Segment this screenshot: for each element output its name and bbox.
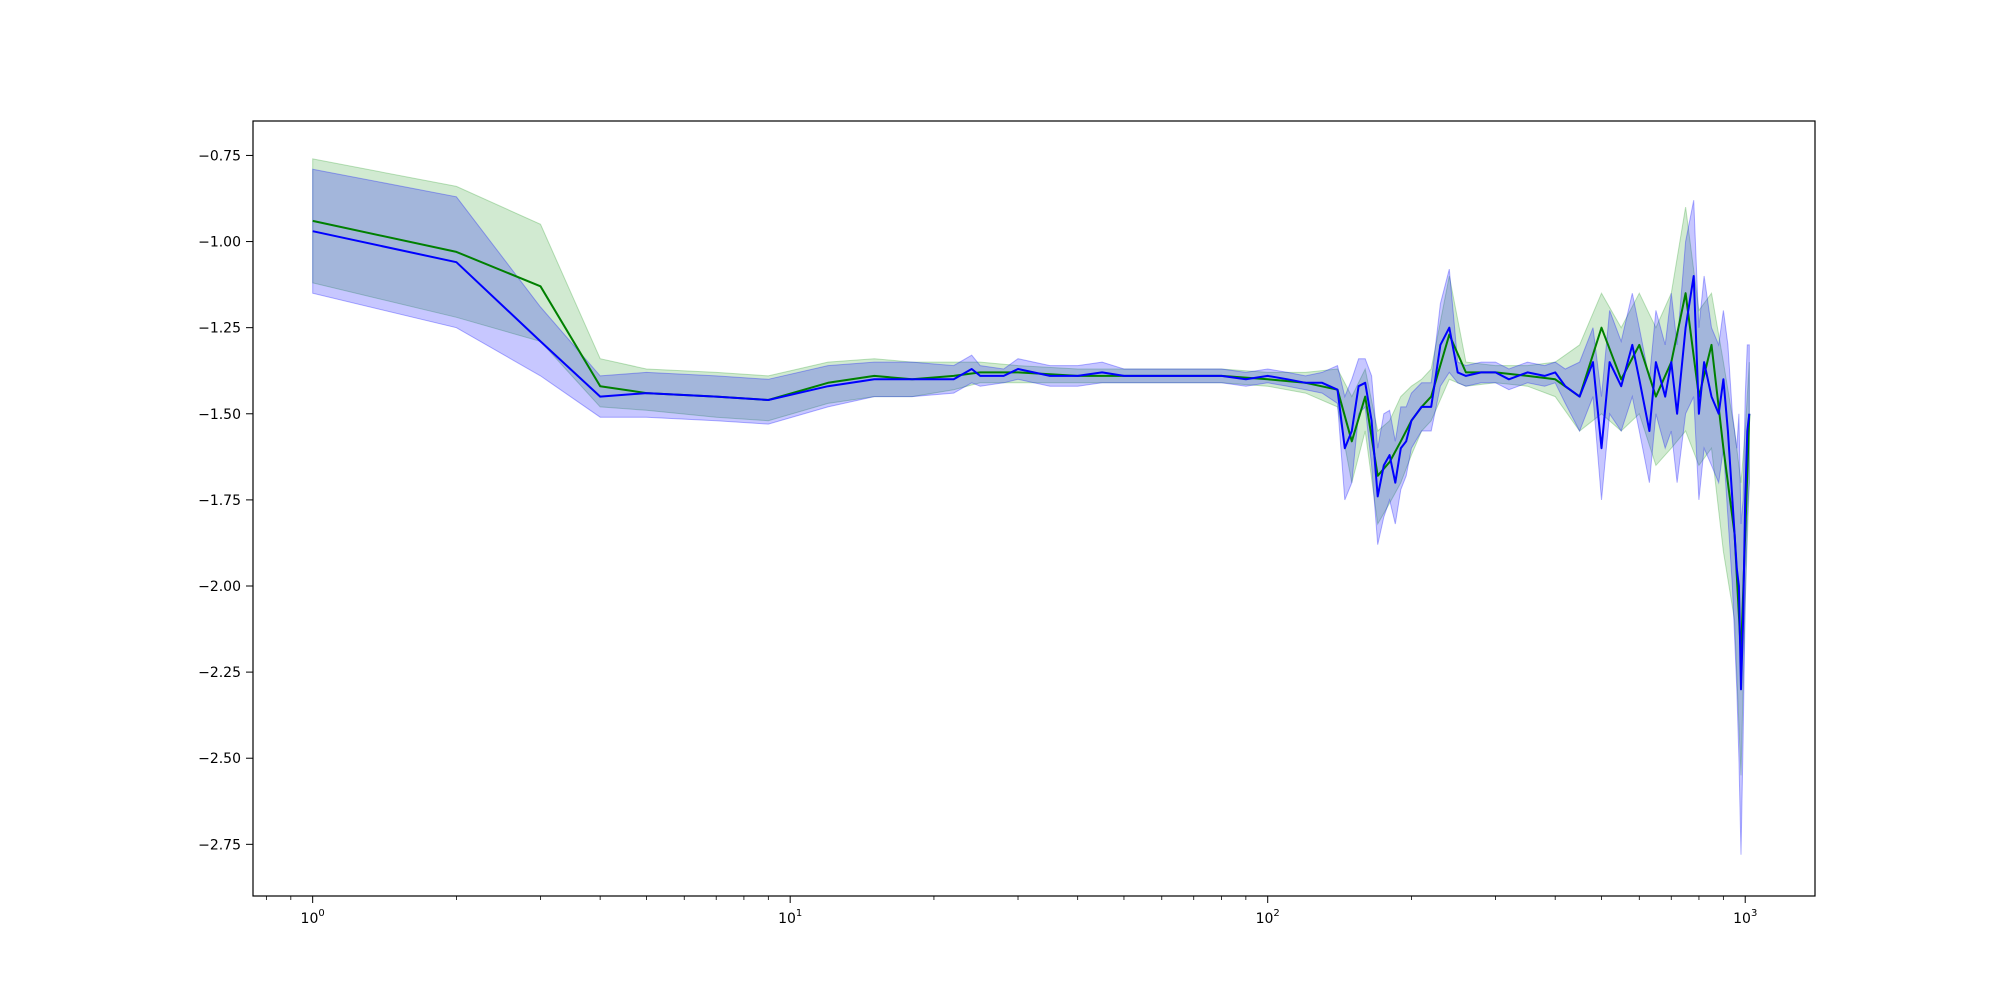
y-axis: −0.75 −1.00 −1.25 −1.50 −1.75 −2.00 −2.25 −2.50… [198, 148, 253, 853]
green-confidence-band [312, 158, 1750, 776]
plot-frame [252, 120, 1816, 897]
confidence-bands [312, 158, 1750, 855]
blue-series-line [312, 230, 1751, 691]
y-tick-label: −2.25 [198, 665, 241, 681]
y-tick-label: −1.75 [198, 493, 241, 509]
green-series-line [312, 219, 1751, 656]
y-tick-label: −1.25 [198, 321, 241, 337]
y-tick-label: −1.00 [198, 235, 241, 251]
y-tick-label: −1.50 [198, 407, 241, 423]
y-tick-label: −0.75 [198, 148, 241, 164]
y-tick-label: −2.75 [198, 837, 241, 853]
blue-confidence-band [312, 168, 1750, 855]
y-tick-label: −2.50 [198, 751, 241, 767]
series-lines [312, 219, 1751, 691]
y-tick-label: −2.00 [198, 579, 241, 595]
